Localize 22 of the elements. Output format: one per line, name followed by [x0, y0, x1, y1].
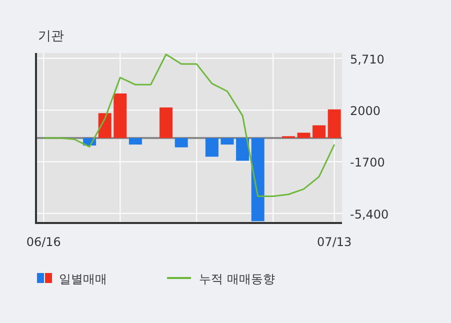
- chart-title: 기관: [38, 29, 64, 44]
- x-tick-label: 07/13: [317, 235, 352, 249]
- y-tick-label: 5,710: [350, 52, 384, 66]
- bar: [328, 109, 341, 138]
- y-tick-label: -5,400: [350, 207, 389, 222]
- bar: [114, 93, 127, 138]
- bar: [128, 138, 142, 145]
- bar: [205, 138, 218, 157]
- legend-label: 일별매매: [59, 272, 107, 286]
- bar: [220, 138, 234, 145]
- bar: [174, 138, 188, 148]
- bar: [160, 107, 173, 138]
- x-tick-label: 06/16: [26, 235, 61, 249]
- legend-label: 누적 매매동향: [199, 272, 275, 286]
- y-tick-label: 2000: [350, 104, 381, 118]
- bar: [312, 125, 326, 138]
- bar: [297, 132, 310, 138]
- bar: [236, 138, 250, 161]
- y-tick-label: -1700: [350, 156, 385, 170]
- bar: [98, 113, 112, 138]
- line-series: [42, 54, 336, 197]
- bar: [251, 138, 264, 222]
